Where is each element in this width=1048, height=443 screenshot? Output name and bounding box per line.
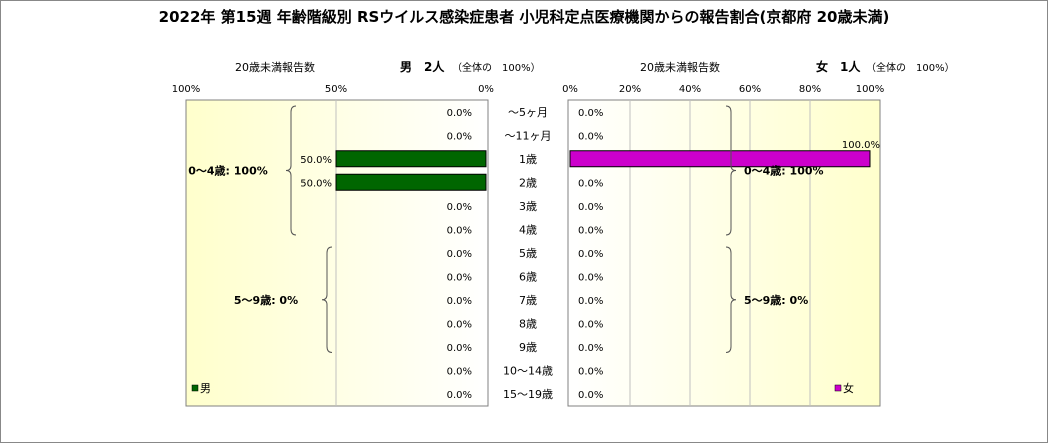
age-category-label: 8歳 (519, 317, 537, 330)
age-category-label: 1歳 (519, 153, 537, 166)
left-group-label: 5～9歳: 0% (234, 293, 298, 307)
age-category-label: 9歳 (519, 341, 537, 354)
right-value-label: 0.0% (578, 178, 603, 189)
left-tick-label: 0% (478, 84, 494, 95)
left-tick-label: 50% (325, 84, 347, 95)
left-legend-swatch (191, 384, 199, 392)
male-bar (335, 150, 487, 168)
right-plot-area (567, 99, 881, 407)
left-value-label: 0.0% (447, 319, 472, 330)
age-category-label: 3歳 (519, 200, 537, 213)
age-category-label: ～11ヶ月 (505, 129, 552, 142)
age-category-label: 7歳 (519, 294, 537, 307)
left-value-label: 0.0% (447, 343, 472, 354)
left-value-label: 50.0% (300, 155, 332, 166)
left-value-label: 0.0% (447, 225, 472, 236)
right-total-note: （全体の 100%） (866, 61, 955, 74)
left-tick-label: 100% (172, 84, 201, 95)
left-axis-ticks: 100% 50% 0% (172, 84, 494, 95)
right-value-label: 0.0% (578, 390, 603, 401)
right-value-label: 0.0% (578, 272, 603, 283)
right-value-label: 0.0% (578, 366, 603, 377)
left-value-label: 0.0% (447, 249, 472, 260)
left-value-label: 0.0% (447, 131, 472, 142)
left-value-label: 0.0% (447, 296, 472, 307)
age-category-label: 15～19歳 (503, 388, 553, 401)
age-category-label: 10～14歳 (503, 364, 553, 377)
right-header-label: 20歳未満報告数 (640, 61, 720, 74)
age-category-label: 2歳 (519, 176, 537, 189)
right-value-label: 0.0% (578, 249, 603, 260)
right-group-brace (725, 246, 737, 353)
right-tick-label: 20% (619, 84, 641, 95)
right-value-label: 0.0% (578, 225, 603, 236)
left-group-braces: 0～4歳: 100% 5～9歳: 0% (188, 105, 333, 353)
right-tick-label: 80% (799, 84, 821, 95)
right-bars (569, 150, 871, 168)
right-tick-label: 40% (679, 84, 701, 95)
left-total-note: （全体の 100%） (452, 61, 541, 74)
right-legend-label: 女 (843, 381, 854, 395)
left-legend-label: 男 (200, 382, 211, 395)
left-value-label: 0.0% (447, 108, 472, 119)
right-value-label: 100.0% (842, 140, 880, 151)
male-bar (335, 173, 487, 191)
right-tick-label: 100% (856, 84, 885, 95)
left-value-label: 50.0% (300, 178, 332, 189)
right-value-labels: 0.0% 0.0% 100.0% 0.0% 0.0% 0.0% 0.0% 0.0% 0.0% 0.… (578, 108, 880, 401)
right-value-label: 0.0% (578, 296, 603, 307)
left-value-label: 0.0% (447, 202, 472, 213)
left-header-label: 20歳未満報告数 (235, 61, 315, 74)
right-group-braces: 0～4歳: 100% 5～9歳: 0% (725, 105, 824, 353)
right-group-brace (725, 105, 737, 236)
category-labels: ～5ヶ月 ～11ヶ月 1歳 2歳 3歳 4歳 5歳 6歳 7歳 8歳 9歳 10～14歳 15～19歳 (503, 106, 553, 401)
left-value-labels: 0.0% 0.0% 50.0% 50.0% 0.0% 0.0% 0.0% 0.0% 0.0% 0.… (300, 108, 472, 401)
right-group-label: 0～4歳: 100% (744, 164, 824, 178)
female-bar (569, 150, 871, 168)
left-legend: 男 (191, 382, 211, 395)
left-group-brace (321, 246, 333, 353)
left-value-label: 0.0% (447, 390, 472, 401)
right-tick-label: 0% (562, 84, 578, 95)
right-value-label: 0.0% (578, 319, 603, 330)
right-value-label: 0.0% (578, 108, 603, 119)
left-plot-area (185, 99, 489, 407)
chart-title: 2022年 第15週 年齢階級別 RSウイルス感染症患者 小児科定点医療機関から… (159, 8, 890, 26)
right-tick-label: 60% (739, 84, 761, 95)
left-sex-header: 男 2人 (400, 59, 445, 74)
right-value-label: 0.0% (578, 131, 603, 142)
left-bars (335, 150, 487, 191)
right-value-label: 0.0% (578, 343, 603, 354)
right-legend-swatch (834, 384, 842, 392)
left-value-label: 0.0% (447, 272, 472, 283)
age-category-label: 6歳 (519, 270, 537, 283)
left-group-label: 0～4歳: 100% (188, 164, 268, 178)
age-category-label: 4歳 (519, 223, 537, 236)
left-value-label: 0.0% (447, 366, 472, 377)
right-legend: 女 (834, 381, 854, 395)
right-group-label: 5～9歳: 0% (744, 293, 808, 307)
age-category-label: ～5ヶ月 (508, 106, 548, 119)
right-sex-header: 女 1人 (816, 59, 861, 74)
left-group-brace (285, 105, 297, 236)
right-value-label: 0.0% (578, 202, 603, 213)
right-axis-ticks: 0% 20% 40% 60% 80% 100% (562, 84, 884, 95)
age-category-label: 5歳 (519, 247, 537, 260)
